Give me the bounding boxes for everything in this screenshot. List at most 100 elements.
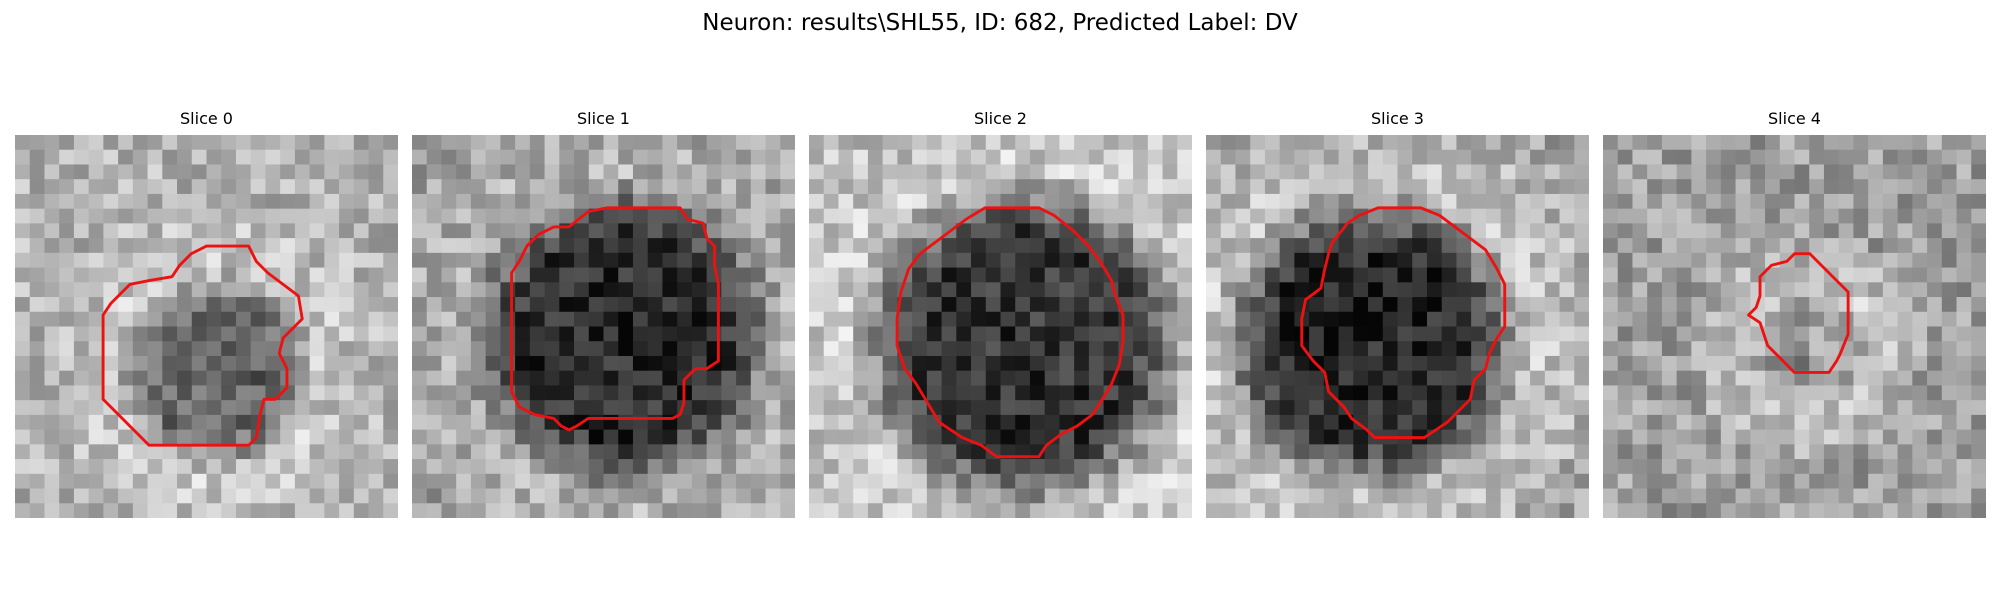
pixel [250,444,266,460]
pixel [1000,282,1016,298]
pixel [1706,459,1722,475]
pixel [44,297,60,313]
pixel [44,355,60,372]
pixel [1323,341,1339,357]
pixel [809,282,825,298]
pixel [1956,135,1972,151]
pixel [235,341,252,357]
pixel [1617,311,1633,327]
pixel [221,503,237,518]
pixel [1103,503,1119,518]
pixel [1368,252,1384,268]
pixel [1823,135,1840,151]
pixel [132,385,148,401]
pixel [1309,164,1325,180]
pixel [1530,414,1546,430]
pixel [544,267,560,283]
pixel [1661,503,1678,518]
pixel [500,444,516,460]
pixel [662,488,678,504]
pixel [1206,135,1222,151]
pixel [1956,267,1972,283]
pixel [736,135,752,151]
pixel [177,355,193,372]
pixel [1118,473,1134,489]
pixel [1235,355,1251,372]
pixel [618,400,634,416]
pixel [456,459,472,475]
pixel [221,444,237,460]
pixel [1000,238,1016,254]
pixel [1794,503,1810,518]
pixel [265,311,281,327]
pixel [721,488,737,504]
pixel [1412,414,1428,430]
pixel [206,149,222,165]
pixel [1059,370,1075,386]
pixel [1823,326,1840,342]
pixel [1264,149,1281,165]
pixel [1941,355,1957,372]
pixel [324,311,340,327]
pixel [1882,341,1898,357]
pixel [1456,326,1472,342]
pixel [1309,223,1325,239]
pixel [1515,355,1531,372]
pixel [1515,429,1531,445]
pixel [1632,179,1648,195]
pixel [1264,311,1281,327]
pixel [1500,179,1516,195]
pixel [339,355,355,372]
pixel [118,297,134,313]
pixel [677,473,693,489]
pixel [1279,370,1295,386]
pixel [470,267,487,283]
pixel [1912,252,1928,268]
pixel [118,385,134,401]
pixel [603,149,619,165]
pixel [1720,385,1736,401]
pixel [956,267,972,283]
pixel [1661,341,1678,357]
pixel [1264,208,1281,224]
pixel [1206,414,1222,430]
pixel [1632,311,1648,327]
pixel [383,223,398,239]
pixel [941,149,957,165]
pixel [441,208,457,224]
pixel [1279,164,1295,180]
pixel [1177,135,1192,151]
pixel [118,488,134,504]
pixel [897,252,913,268]
pixel [574,297,590,313]
pixel [529,179,545,195]
pixel [897,459,913,475]
pixel [1118,208,1134,224]
pixel [1088,326,1104,342]
pixel [73,473,90,489]
pixel [1441,326,1457,342]
pixel [1897,341,1913,357]
pixel [1177,459,1192,475]
pixel [1235,223,1251,239]
pixel [118,193,134,210]
pixel [1617,444,1633,460]
pixel [1485,385,1501,401]
pixel [1912,444,1928,460]
pixel [1750,252,1766,268]
pixel [1338,311,1354,327]
pixel [515,473,531,489]
pixel [574,252,590,268]
pixel [103,473,119,489]
pixel [456,282,472,298]
pixel [618,326,634,342]
pixel [603,473,619,489]
pixel [294,267,310,283]
pixel [1853,282,1869,298]
pixel [1515,135,1531,151]
pixel [853,193,869,210]
pixel [1147,252,1163,268]
pixel [823,252,839,268]
pixel [515,223,531,239]
pixel [1853,179,1869,195]
